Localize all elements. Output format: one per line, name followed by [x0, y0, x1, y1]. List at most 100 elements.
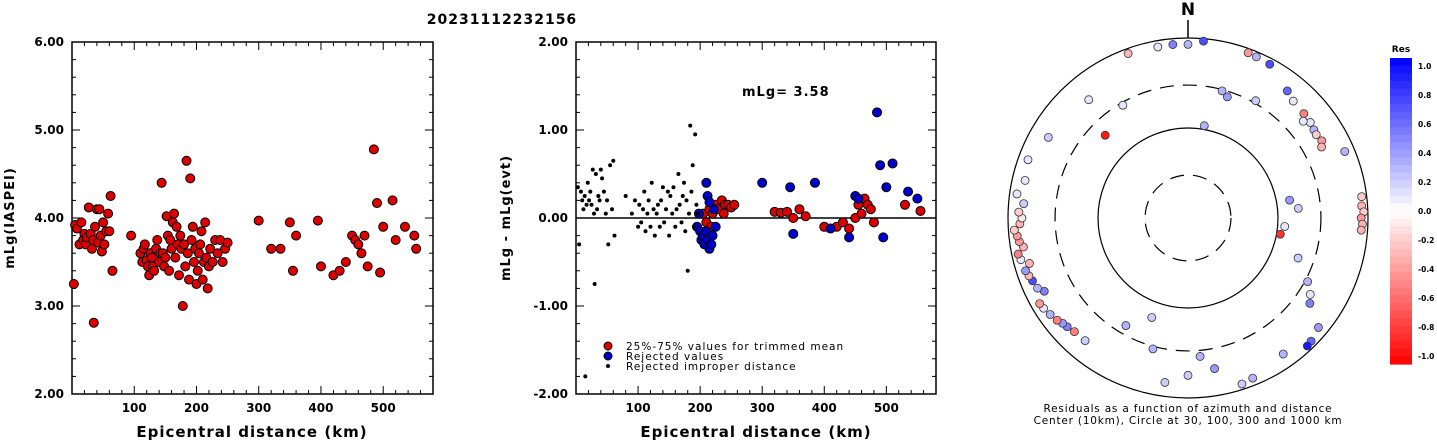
panel-magnitude-point [196, 226, 207, 237]
polar-point [1035, 299, 1045, 309]
polar-point [1317, 142, 1327, 152]
panel-magnitude-point [99, 239, 110, 250]
colorbar-swatch [1390, 333, 1412, 342]
polar-point [1118, 100, 1128, 110]
panel-magnitude-point [202, 283, 213, 294]
panel-residual-point [584, 202, 589, 207]
panel-residual-point [881, 182, 892, 193]
panel-magnitude-xtick-label: 300 [246, 401, 271, 415]
panel-residual-point [694, 202, 699, 207]
panel-magnitude-point [353, 239, 364, 250]
panel-residual-point [611, 158, 616, 163]
panel-residual-ytick-label: -1.00 [533, 299, 568, 313]
panel-residual-xtick-label: 200 [688, 401, 713, 415]
polar-point [1019, 199, 1029, 209]
panel-residual-point [597, 198, 602, 203]
panel-magnitude-point [186, 235, 197, 245]
panel-residual-point [679, 220, 684, 225]
panel-magnitude-point [409, 230, 420, 241]
polar-point [1288, 96, 1298, 106]
panel-residual-point [648, 224, 653, 229]
panel-residual-xtick-label: 100 [626, 401, 651, 415]
panel-residual-point [575, 185, 580, 190]
panel-residual-xtick-label: 300 [750, 401, 775, 415]
polar-caption-line-1: Residuals as a function of azimuth and d… [1044, 403, 1333, 415]
polar-point [1217, 86, 1227, 96]
panel-residual-point [853, 193, 864, 204]
magnitude-annotation: mLg= 3.58 [742, 85, 830, 100]
panel-residual-point [592, 211, 596, 216]
panel-magnitude-point [103, 208, 114, 219]
colorbar-swatch [1390, 195, 1412, 204]
panel-residual-point [651, 207, 656, 212]
panel-residual-ytick-label: 1.00 [538, 123, 568, 137]
panel-residual-point [809, 177, 820, 188]
panel-magnitude-frame [71, 41, 434, 395]
panel-residual-point [595, 207, 600, 212]
colorbar-swatch [1390, 88, 1412, 97]
panel-magnitude-point [192, 265, 203, 276]
polar-point [1311, 130, 1321, 140]
panel-magnitude-point [88, 317, 99, 328]
polar-point [1100, 130, 1110, 140]
panel-magnitude-point [334, 265, 345, 276]
colorbar-tick-label: -0.2 [1418, 236, 1434, 245]
panel-residual-point [659, 198, 664, 203]
panel-magnitude-ticks: 100 200 300 400 500 2.00 3.00 4.00 5.00 6.00 [34, 35, 433, 415]
panel-residual-point [623, 194, 628, 198]
panel-residual-point [676, 172, 681, 176]
polar-point [1356, 225, 1366, 235]
colorbar-swatch [1390, 126, 1412, 136]
colorbar-swatch [1390, 318, 1412, 327]
legend-item-trimmed: 25%-75% values for trimmed mean [603, 341, 843, 353]
polar-point [1045, 310, 1055, 319]
panel-magnitude-point [139, 239, 150, 250]
legend-marker-trimmed [603, 341, 613, 351]
polar-point [1020, 175, 1030, 185]
panel-residual-point [800, 211, 811, 222]
colorbar-swatch [1390, 302, 1412, 312]
colorbar-swatch [1390, 180, 1412, 189]
polar-point [1314, 323, 1323, 332]
colorbar-swatch [1390, 58, 1412, 67]
polar-point [1025, 259, 1034, 268]
panel-residual-point [825, 223, 836, 234]
panel-residual-point [598, 167, 603, 172]
panel-magnitude-point [160, 252, 171, 263]
colorbar-swatch [1390, 157, 1412, 166]
panel-residual-point [704, 197, 715, 208]
panel-residual-point [878, 232, 889, 243]
panel-magnitude-point [212, 248, 223, 259]
panel-residual-point [686, 211, 691, 216]
panel-residual-point [639, 220, 644, 225]
panel-residual-point [605, 198, 610, 203]
polar-point [1248, 373, 1258, 383]
panel-magnitude-point [359, 230, 370, 241]
panel-residual-point [603, 211, 608, 216]
colorbar-scale: 1.0 0.8 0.6 0.4 0.2 0.0 -0.2 -0.4 -0.6 -0.8 -1.0 [1390, 58, 1434, 365]
panel-magnitude-point [187, 221, 198, 232]
panel-magnitude-ytick-label: 5.00 [34, 123, 64, 137]
panel-magnitude-point [184, 274, 195, 285]
polar-point [1069, 327, 1079, 337]
panel-residual-point [581, 207, 586, 212]
panel-residual-points [575, 107, 926, 379]
colorbar-swatch [1390, 172, 1412, 181]
polar-points [1009, 36, 1369, 389]
panel-magnitude-point [315, 261, 326, 272]
colorbar-swatch [1390, 241, 1412, 250]
colorbar-swatch [1390, 96, 1412, 105]
panel-magnitude-point [90, 221, 101, 232]
polar-point [1251, 96, 1261, 106]
panel-magnitude-point [169, 208, 180, 219]
legend-label-rejected: Rejected values [626, 351, 724, 363]
panel-residual-point [868, 217, 879, 228]
panel-magnitude-point [195, 239, 206, 250]
polar-point [1153, 42, 1163, 52]
panel-residual-point [689, 189, 694, 194]
polar-ring-300km [1054, 84, 1322, 352]
panel-residual-point [590, 167, 595, 172]
panel-residual-point [582, 194, 587, 198]
legend-item-improper: Rejected improper distance [606, 361, 796, 373]
panel-residual-point [903, 186, 914, 197]
